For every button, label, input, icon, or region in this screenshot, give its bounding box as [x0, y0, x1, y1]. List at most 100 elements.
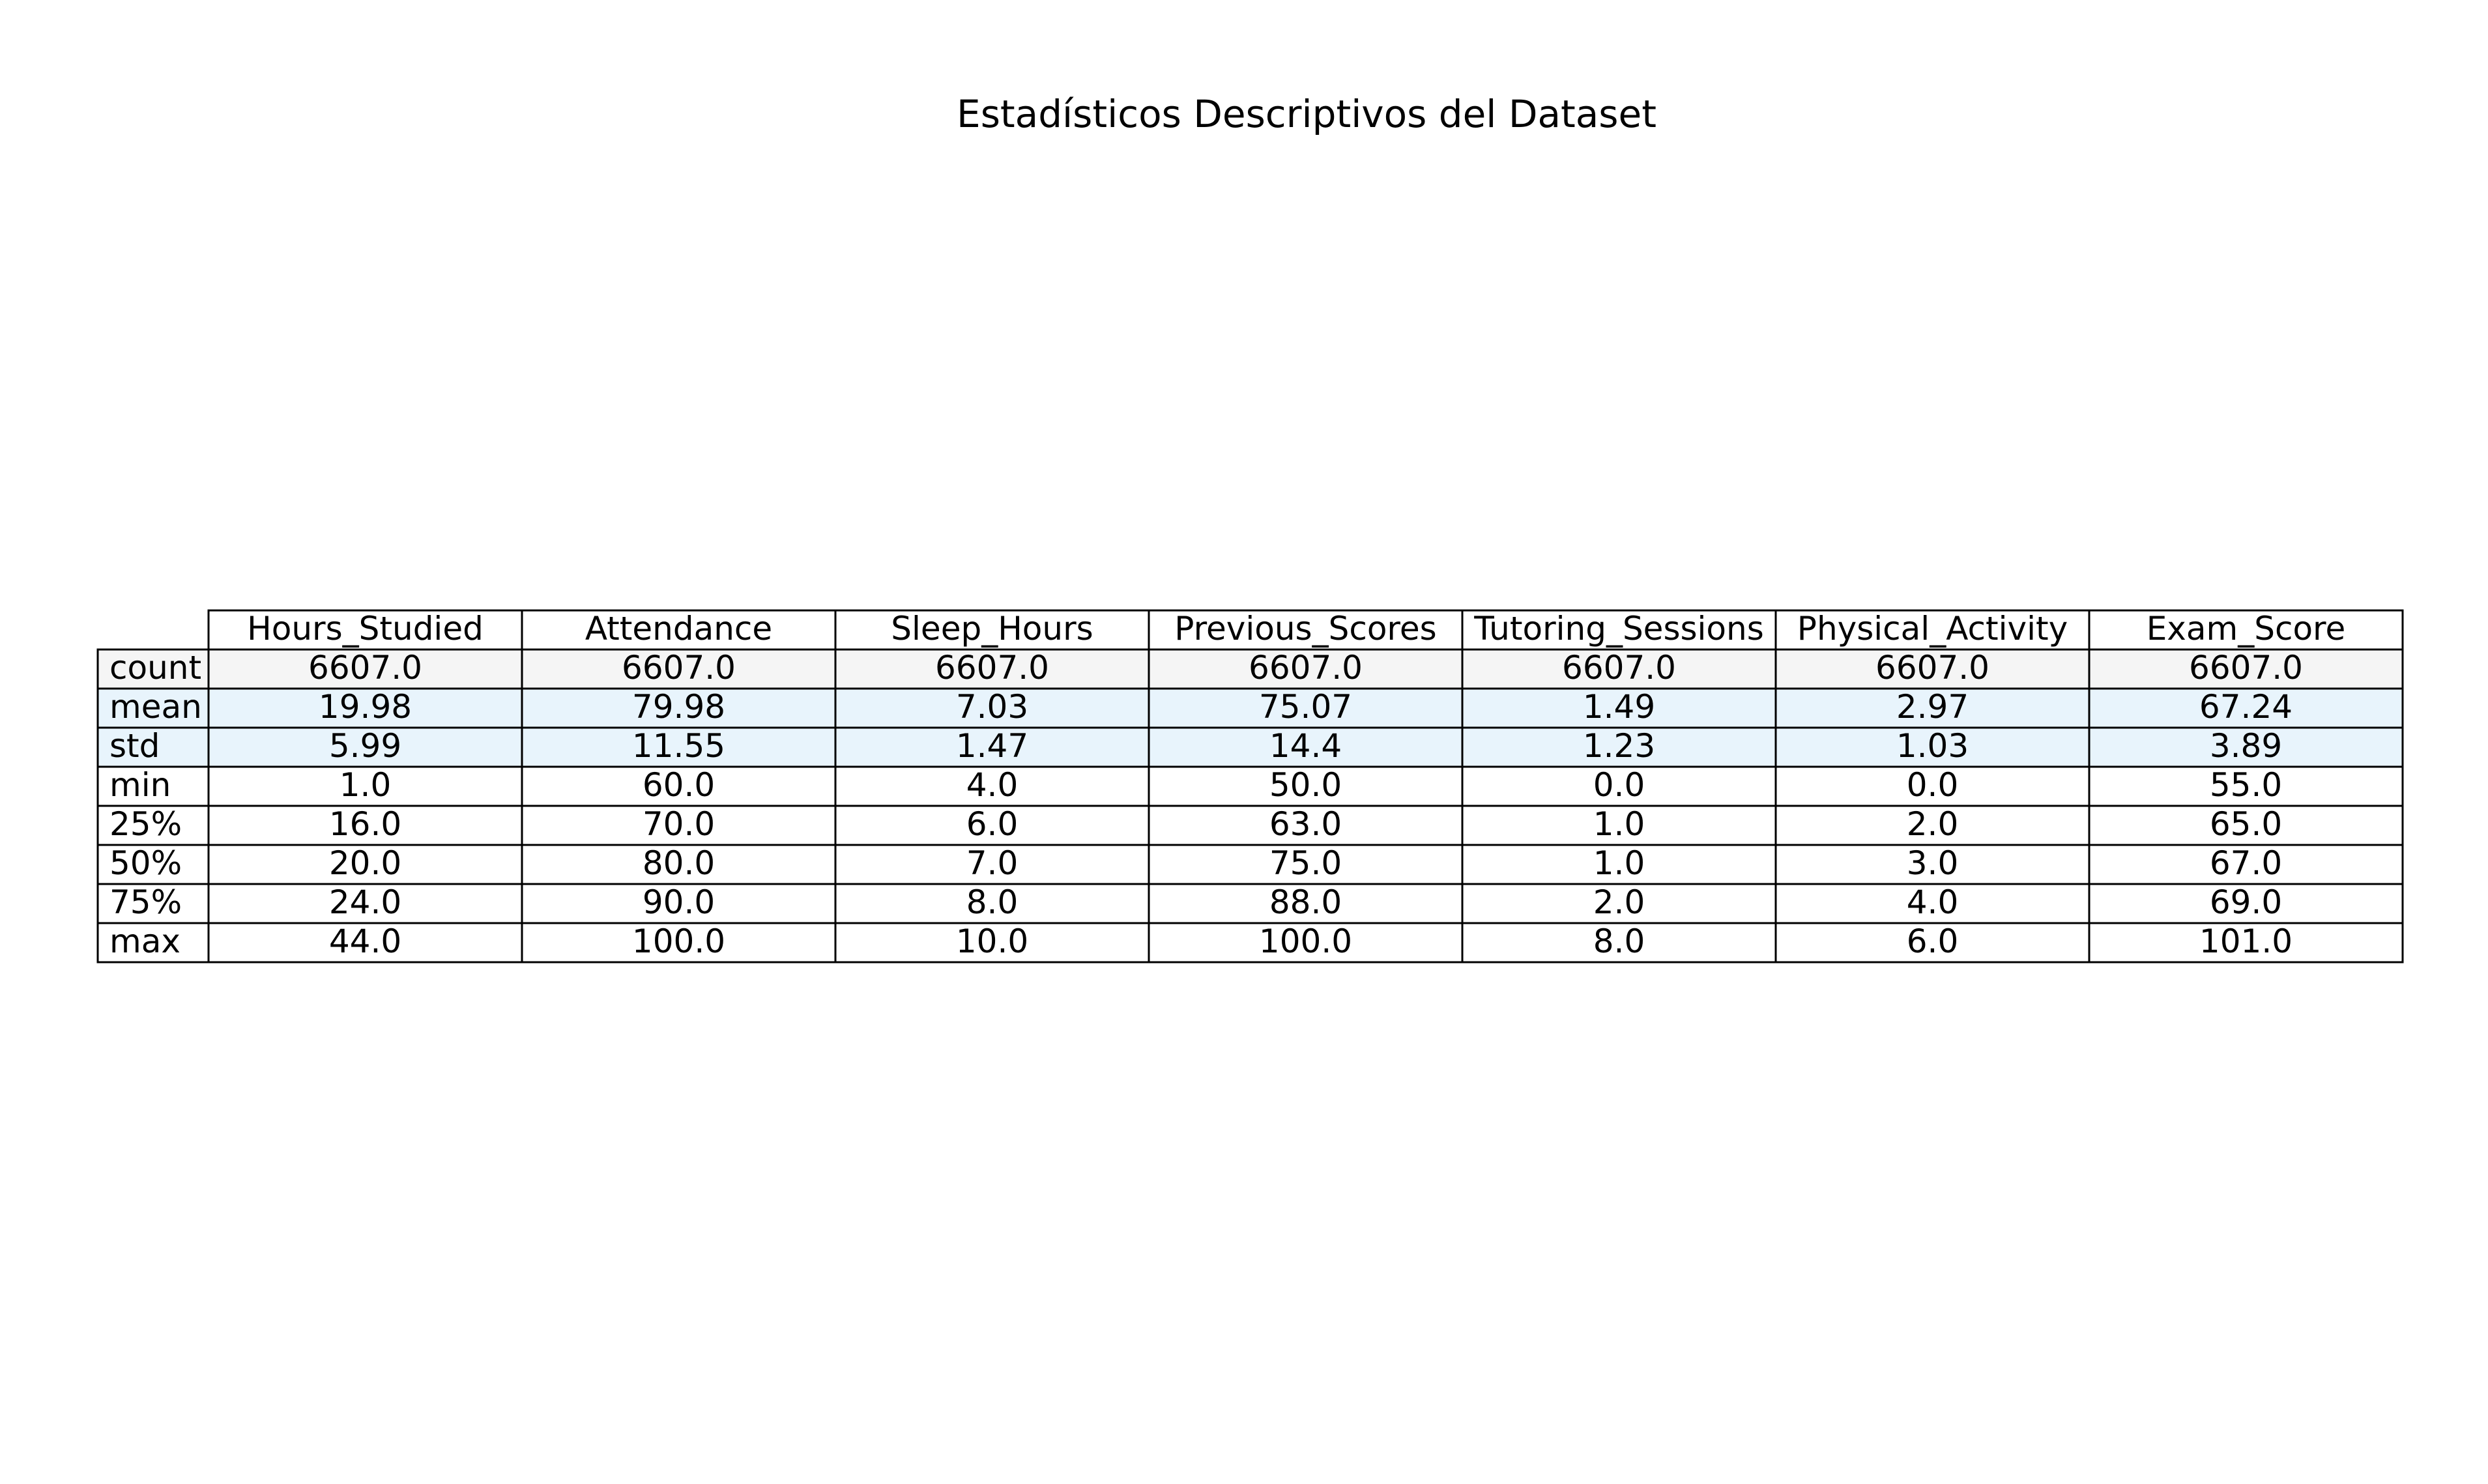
column-header: Attendance — [585, 610, 772, 648]
cell-value: 55.0 — [2210, 766, 2282, 804]
cell-value: 100.0 — [632, 922, 725, 960]
cell-value: 0.0 — [1907, 766, 1959, 804]
cell-value: 6607.0 — [1875, 649, 1989, 687]
cell-value: 7.0 — [966, 844, 1019, 882]
cell-value: 7.03 — [956, 688, 1028, 726]
cell-value: 6607.0 — [1249, 649, 1363, 687]
cell-value: 16.0 — [329, 805, 401, 843]
table-cell — [1461, 726, 1777, 768]
cell-value: 2.0 — [1907, 805, 1959, 843]
row-label-cell — [96, 648, 210, 690]
cell-value: 6607.0 — [622, 649, 736, 687]
row-label-cell — [96, 726, 210, 768]
column-header: Physical_Activity — [1797, 610, 2068, 648]
table-cell — [1774, 726, 2090, 768]
table-cell — [1148, 922, 1464, 963]
table-cell — [1461, 687, 1777, 729]
cell-value: 6607.0 — [935, 649, 1049, 687]
header-cell — [834, 609, 1150, 651]
cell-value: 50.0 — [1269, 766, 1342, 804]
table-cell — [1461, 922, 1777, 963]
table-cell — [2088, 726, 2404, 768]
table-cell — [2088, 805, 2404, 846]
table-cell — [1148, 805, 1464, 846]
cell-value: 6.0 — [1907, 922, 1959, 960]
row-label-cell — [96, 883, 210, 924]
cell-value: 19.98 — [319, 688, 412, 726]
cell-value: 24.0 — [329, 883, 401, 921]
cell-value: 88.0 — [1269, 883, 1342, 921]
column-header: Tutoring_Sessions — [1473, 610, 1764, 648]
cell-value: 6.0 — [966, 805, 1019, 843]
cell-value: 67.24 — [2199, 688, 2293, 726]
cell-value: 100.0 — [1259, 922, 1352, 960]
cell-value: 4.0 — [1907, 883, 1959, 921]
cell-value: 90.0 — [643, 883, 715, 921]
row-label: 75% — [109, 883, 182, 921]
row-label-cell — [96, 922, 210, 963]
table-cell — [1461, 648, 1777, 690]
table-cell — [207, 805, 523, 846]
cell-value: 1.23 — [1583, 727, 1655, 765]
cell-value: 14.4 — [1269, 727, 1342, 765]
table-cell — [1774, 805, 2090, 846]
cell-value: 80.0 — [643, 844, 715, 882]
table-cell — [2088, 687, 2404, 729]
row-label-cell — [96, 844, 210, 885]
column-header: Hours_Studied — [247, 610, 484, 648]
table-cell — [834, 844, 1150, 885]
table-cell — [834, 922, 1150, 963]
cell-value: 63.0 — [1269, 805, 1342, 843]
table-cell — [207, 726, 523, 768]
cell-value: 70.0 — [643, 805, 715, 843]
table-cell — [207, 844, 523, 885]
cell-value: 1.0 — [1593, 844, 1645, 882]
table-cell — [2088, 844, 2404, 885]
cell-value: 69.0 — [2210, 883, 2282, 921]
table-cell — [521, 883, 837, 924]
table-cell — [1148, 844, 1464, 885]
cell-value: 5.99 — [329, 727, 401, 765]
table-cell — [1774, 883, 2090, 924]
cell-value: 65.0 — [2210, 805, 2282, 843]
table-cell — [207, 648, 523, 690]
row-label-cell — [96, 687, 210, 729]
table-cell — [2088, 883, 2404, 924]
table-cell — [1148, 883, 1464, 924]
table-cell — [521, 648, 837, 690]
table-cell — [834, 883, 1150, 924]
table-cell — [1148, 648, 1464, 690]
cell-value: 11.55 — [632, 727, 725, 765]
table-cell — [1461, 805, 1777, 846]
table-cell — [521, 922, 837, 963]
cell-value: 75.07 — [1259, 688, 1352, 726]
cell-value: 3.89 — [2210, 727, 2282, 765]
cell-value: 75.0 — [1269, 844, 1342, 882]
table-cell — [834, 687, 1150, 729]
row-label: count — [109, 649, 201, 687]
cell-value: 6607.0 — [2189, 649, 2303, 687]
column-header: Exam_Score — [2147, 610, 2346, 648]
cell-value: 8.0 — [966, 883, 1019, 921]
cell-value: 67.0 — [2210, 844, 2282, 882]
cell-value: 1.0 — [1593, 805, 1645, 843]
table-cell — [521, 687, 837, 729]
column-header: Previous_Scores — [1174, 610, 1436, 648]
header-cell — [2088, 609, 2404, 651]
row-label: std — [109, 727, 160, 765]
cell-value: 44.0 — [329, 922, 401, 960]
table-cell — [2088, 648, 2404, 690]
table-cell — [207, 687, 523, 729]
cell-value: 1.47 — [956, 727, 1028, 765]
row-label: max — [109, 922, 181, 960]
cell-value: 3.0 — [1907, 844, 1959, 882]
cell-value: 8.0 — [1593, 922, 1645, 960]
table-cell — [2088, 922, 2404, 963]
row-label: 25% — [109, 805, 182, 843]
table-cell — [2088, 765, 2404, 807]
cell-value: 79.98 — [632, 688, 725, 726]
cell-value: 2.0 — [1593, 883, 1645, 921]
table-cell — [1774, 648, 2090, 690]
table-cell — [1774, 765, 2090, 807]
